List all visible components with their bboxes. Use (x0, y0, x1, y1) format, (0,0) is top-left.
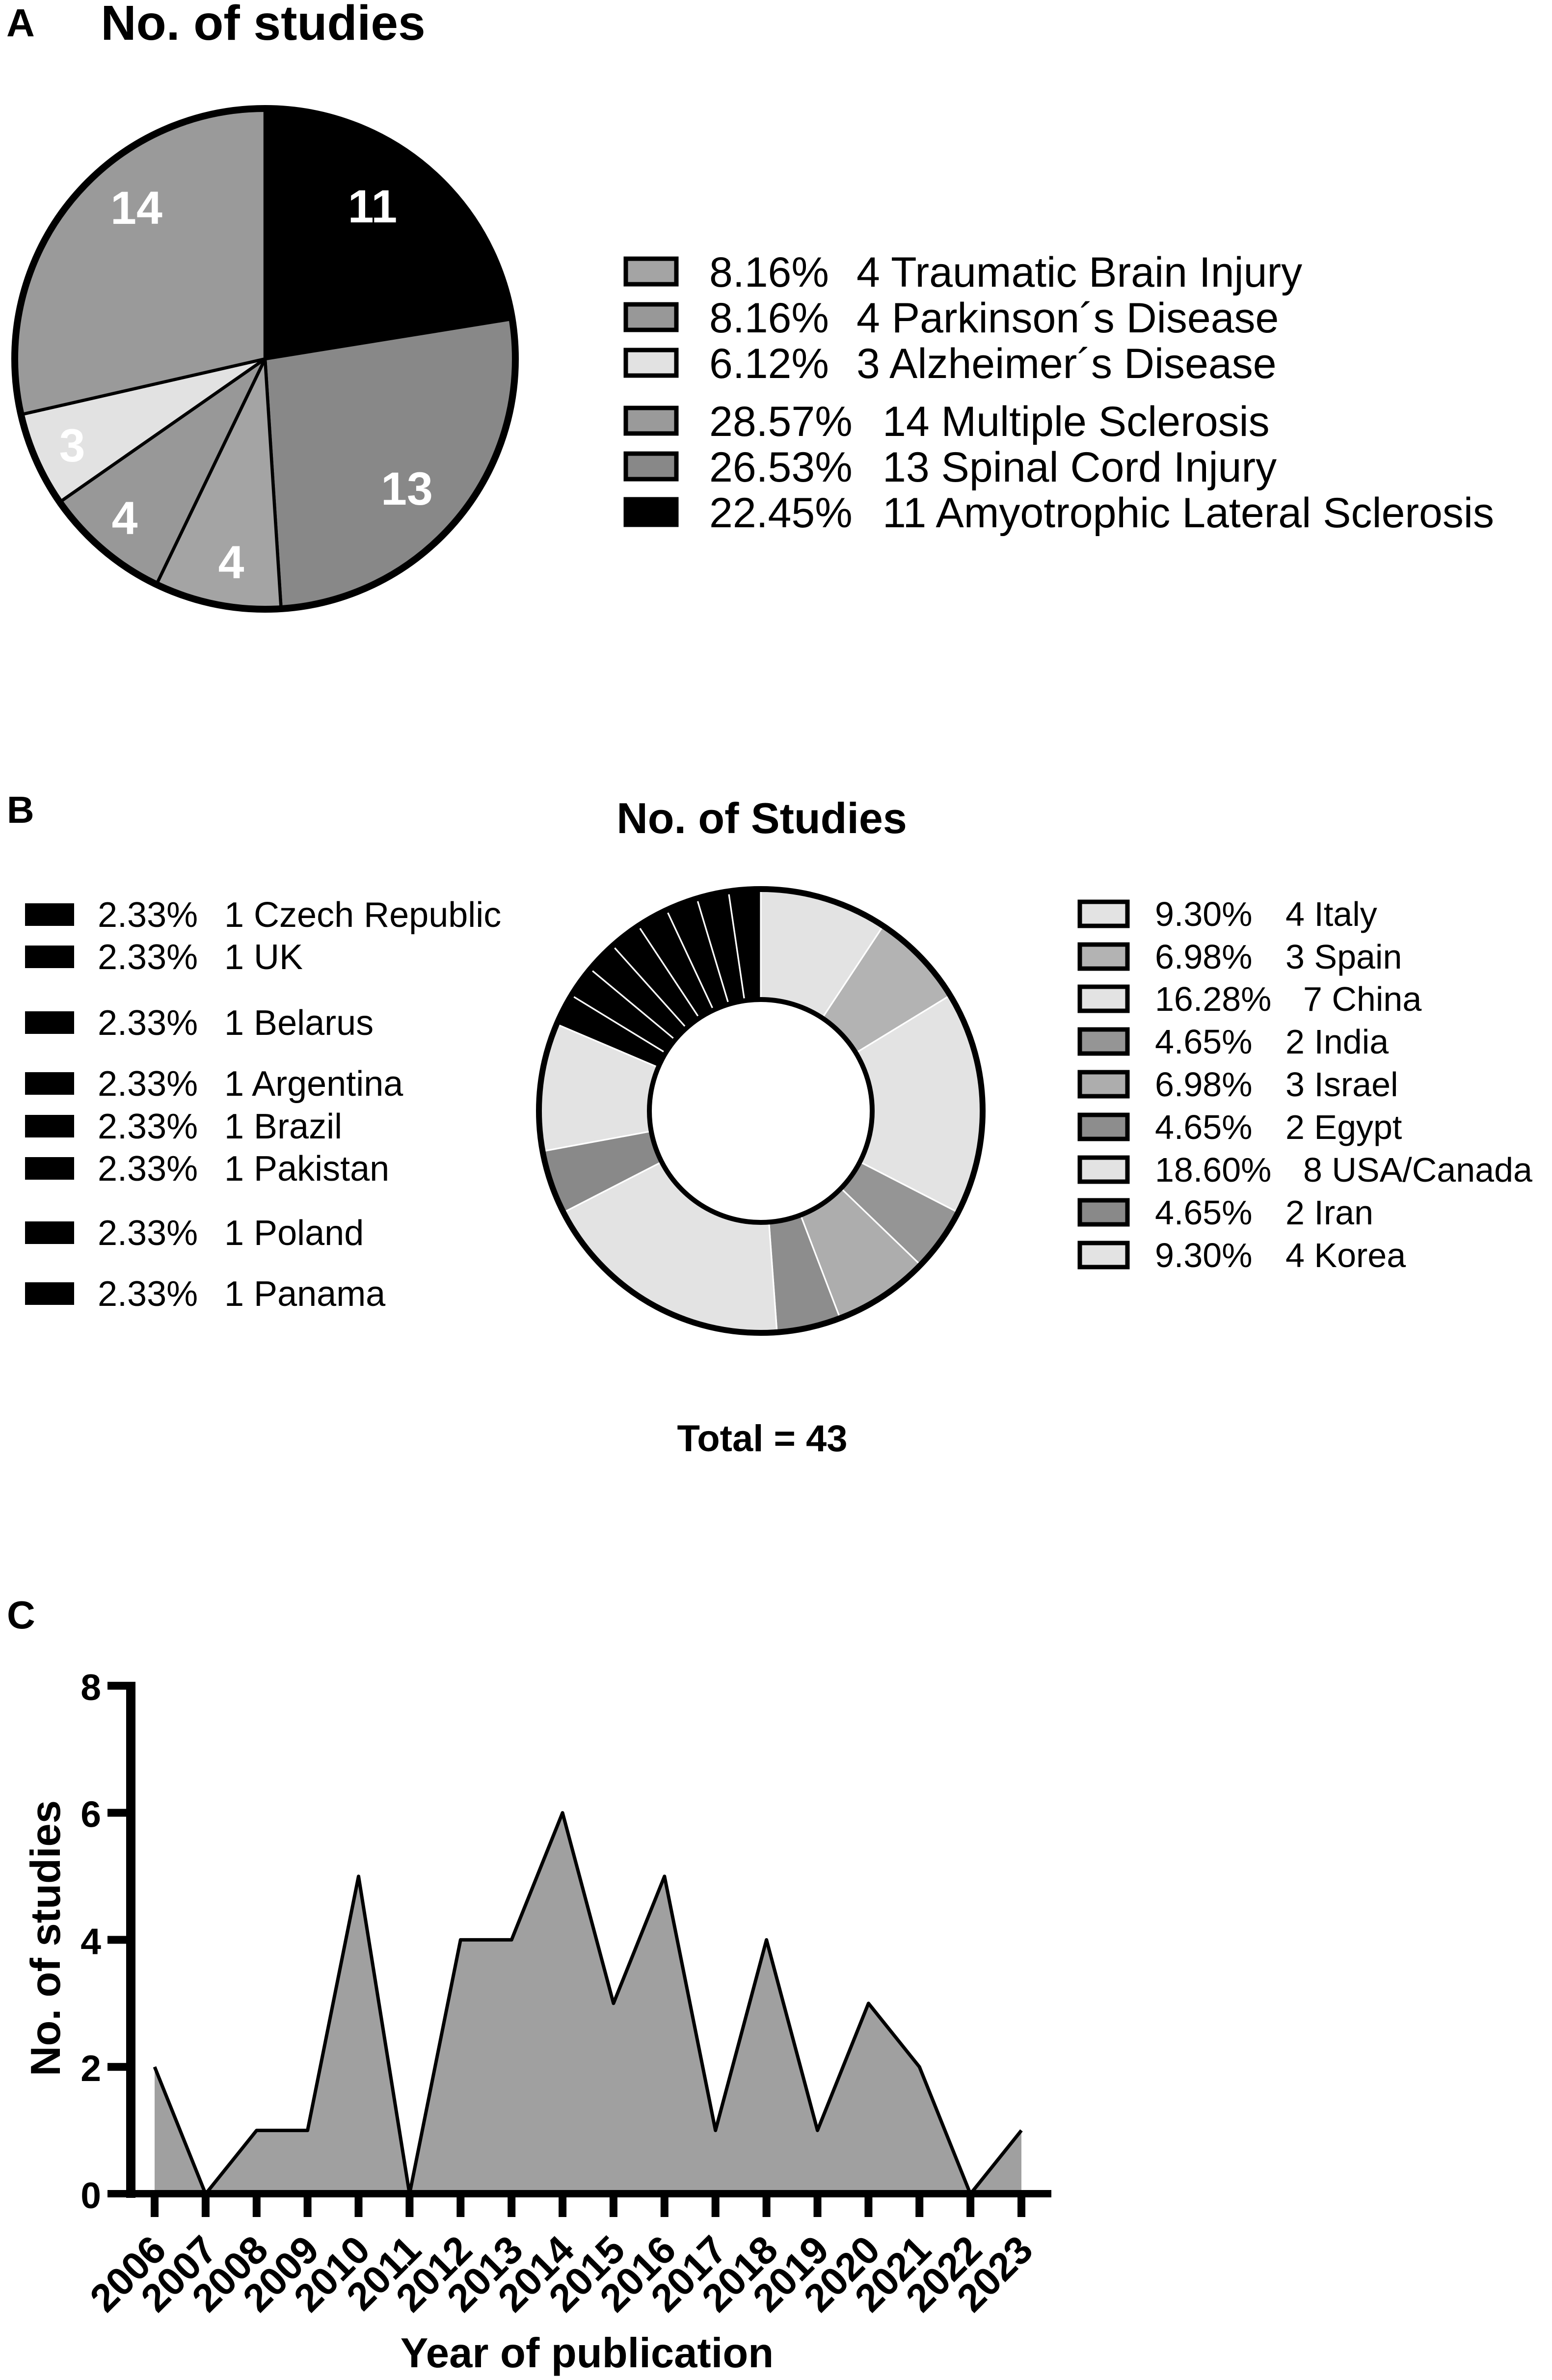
svg-text:14 Multiple Sclerosis: 14 Multiple Sclerosis (883, 398, 1270, 445)
svg-text:4.65%: 4.65% (1155, 1108, 1252, 1146)
svg-text:2.33%: 2.33% (98, 1064, 198, 1104)
svg-text:8.16%: 8.16% (709, 249, 829, 296)
svg-text:2.33%: 2.33% (98, 895, 198, 935)
svg-text:4: 4 (112, 492, 138, 544)
svg-text:4 Korea: 4 Korea (1285, 1236, 1406, 1274)
svg-text:2.33%: 2.33% (98, 1274, 198, 1314)
svg-text:28.57%: 28.57% (709, 398, 853, 445)
svg-text:26.53%: 26.53% (709, 444, 853, 491)
svg-text:9.30%: 9.30% (1155, 895, 1252, 933)
svg-text:13: 13 (381, 463, 433, 515)
svg-text:2: 2 (80, 2048, 101, 2089)
svg-text:2 India: 2 India (1285, 1023, 1389, 1061)
svg-text:6.98%: 6.98% (1155, 938, 1252, 976)
svg-text:1 Poland: 1 Poland (224, 1214, 364, 1253)
svg-text:7 China: 7 China (1303, 980, 1421, 1018)
svg-text:4: 4 (218, 537, 244, 589)
svg-text:No. of studies: No. of studies (23, 1800, 69, 2076)
svg-text:1 Pakistan: 1 Pakistan (224, 1149, 389, 1189)
svg-text:11 Amyotrophic Lateral Scleros: 11 Amyotrophic Lateral Sclerosis (883, 489, 1494, 537)
svg-text:B: B (7, 789, 34, 831)
svg-text:Total = 43: Total = 43 (677, 1418, 847, 1460)
svg-text:11: 11 (348, 181, 397, 233)
svg-text:2.33%: 2.33% (98, 1214, 198, 1253)
svg-text:1 UK: 1 UK (224, 938, 303, 977)
svg-text:C: C (7, 1593, 35, 1637)
svg-text:4 Parkinson´s Disease: 4 Parkinson´s Disease (856, 295, 1279, 342)
svg-text:3 Israel: 3 Israel (1285, 1065, 1398, 1104)
svg-text:2.33%: 2.33% (98, 1107, 198, 1146)
svg-text:3 Alzheimer´s Disease: 3 Alzheimer´s Disease (856, 340, 1277, 387)
svg-text:A: A (6, 1, 35, 45)
svg-text:6.98%: 6.98% (1155, 1065, 1252, 1104)
svg-text:13 Spinal Cord Injury: 13 Spinal Cord Injury (883, 444, 1277, 491)
svg-text:6.12%: 6.12% (709, 340, 829, 387)
svg-text:9.30%: 9.30% (1155, 1236, 1252, 1274)
svg-text:22.45%: 22.45% (709, 489, 853, 537)
svg-text:2.33%: 2.33% (98, 1003, 198, 1043)
svg-text:16.28%: 16.28% (1155, 980, 1271, 1018)
svg-text:2.33%: 2.33% (98, 1149, 198, 1189)
svg-text:2 Iran: 2 Iran (1285, 1193, 1373, 1232)
svg-text:14: 14 (110, 182, 162, 234)
svg-text:4 Traumatic Brain Injury: 4 Traumatic Brain Injury (856, 249, 1302, 296)
svg-text:4.65%: 4.65% (1155, 1023, 1252, 1061)
svg-text:18.60%: 18.60% (1155, 1151, 1271, 1189)
svg-text:No. of studies: No. of studies (101, 0, 425, 51)
svg-text:8.16%: 8.16% (709, 295, 829, 342)
svg-text:4.65%: 4.65% (1155, 1193, 1252, 1232)
svg-text:1 Belarus: 1 Belarus (224, 1003, 374, 1043)
svg-text:8 USA/Canada: 8 USA/Canada (1303, 1151, 1532, 1189)
svg-text:No. of Studies: No. of Studies (616, 794, 907, 842)
svg-text:1 Argentina: 1 Argentina (224, 1064, 403, 1104)
svg-text:4: 4 (80, 1920, 101, 1962)
svg-text:Year of publication: Year of publication (401, 2330, 774, 2377)
svg-text:3: 3 (59, 420, 85, 472)
svg-text:0: 0 (80, 2175, 101, 2216)
svg-text:2.33%: 2.33% (98, 938, 198, 977)
svg-text:8: 8 (80, 1667, 101, 1708)
svg-text:4 Italy: 4 Italy (1285, 895, 1377, 933)
svg-text:1 Panama: 1 Panama (224, 1274, 386, 1314)
svg-text:3 Spain: 3 Spain (1285, 938, 1402, 976)
svg-text:1 Czech Republic: 1 Czech Republic (224, 895, 501, 935)
svg-text:2 Egypt: 2 Egypt (1285, 1108, 1402, 1146)
svg-text:6: 6 (80, 1794, 101, 1835)
svg-text:1 Brazil: 1 Brazil (224, 1107, 342, 1146)
